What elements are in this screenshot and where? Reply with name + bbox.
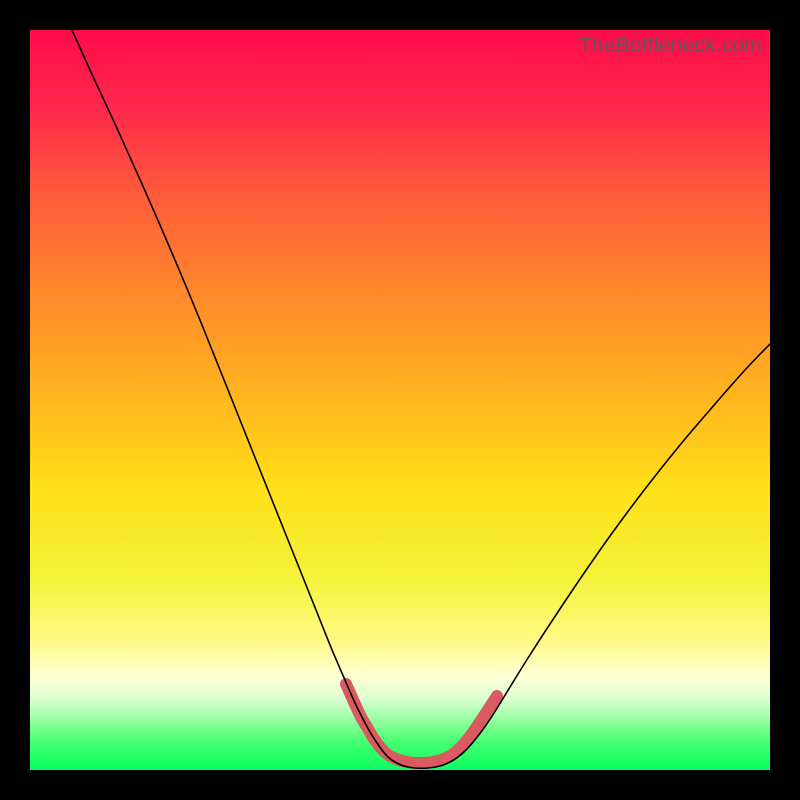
bottleneck-curve-chart (30, 30, 770, 770)
chart-background (30, 30, 770, 770)
chart-frame: TheBottleneck.com (30, 30, 770, 770)
watermark-text: TheBottleneck.com (579, 34, 762, 58)
